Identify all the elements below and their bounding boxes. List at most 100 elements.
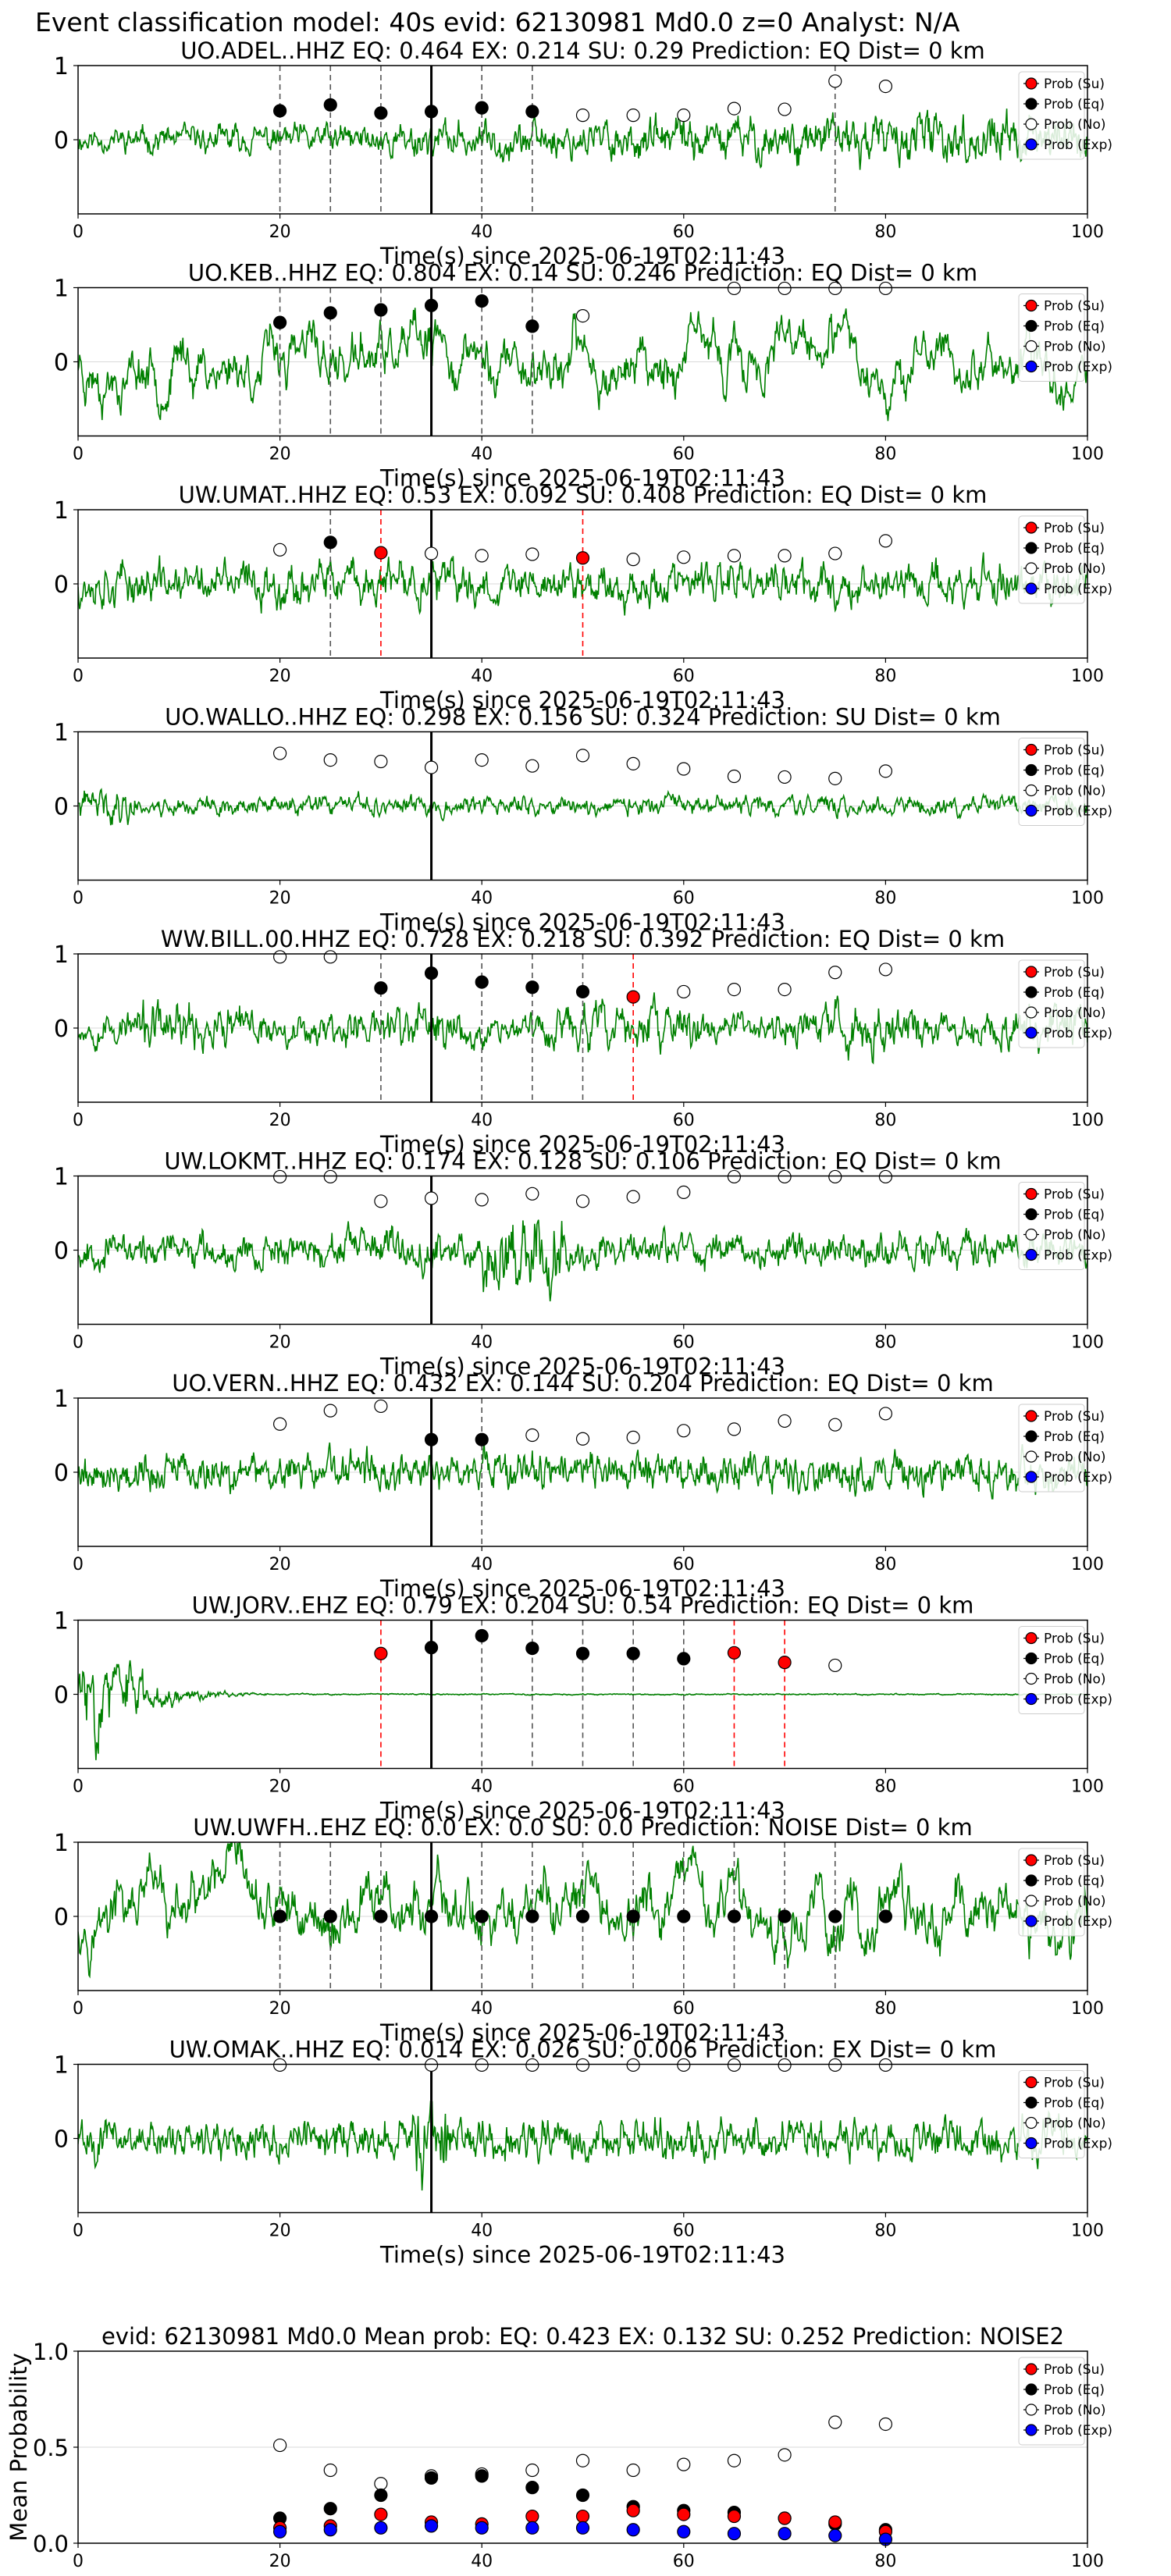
y-tick-label: 1	[54, 497, 69, 525]
prob-point-su	[727, 1646, 742, 1660]
prob-point-no	[727, 1422, 742, 1436]
x-tick-label: 0	[73, 2222, 84, 2241]
y-tick-label: 1	[54, 1164, 69, 1191]
x-tick-label: 100	[1071, 1999, 1104, 2019]
y-tick-label: 1	[54, 53, 69, 80]
y-axis-label: Mean Probability	[5, 2353, 32, 2542]
mean-prob-point-eq	[475, 2469, 489, 2483]
prob-point-eq	[323, 1909, 337, 1923]
prob-point-no	[475, 2058, 489, 2073]
panel-title: UO.VERN..HHZ EQ: 0.432 EX: 0.144 SU: 0.2…	[172, 1370, 993, 1397]
prob-point-no	[677, 1424, 691, 1438]
panel-title: UO.WALLO..HHZ EQ: 0.298 EX: 0.156 SU: 0.…	[165, 704, 1001, 731]
x-tick-label: 20	[269, 445, 291, 464]
prob-point-eq	[424, 298, 439, 312]
y-tick-label: 0.5	[33, 2435, 69, 2461]
prob-point-eq	[727, 1909, 742, 1923]
legend-label: Prob (Eq)	[1044, 97, 1105, 112]
legend-marker-eq	[1025, 1652, 1038, 1665]
legend-label: Prob (Su)	[1044, 521, 1105, 536]
x-tick-label: 40	[471, 2552, 493, 2571]
prob-point-no	[424, 2058, 439, 2073]
prob-point-no	[525, 1428, 539, 1443]
prob-point-no	[323, 753, 337, 767]
prob-point-eq	[374, 303, 388, 317]
prob-point-su	[374, 546, 388, 560]
mean-prob-point-su	[677, 2507, 691, 2521]
x-tick-label: 0	[73, 222, 84, 242]
y-tick-label: 0	[54, 571, 69, 599]
legend-marker-no	[1025, 1895, 1038, 1907]
mean-prob-point-no	[778, 2448, 792, 2462]
legend-marker-eq	[1025, 98, 1038, 110]
prob-point-no	[323, 1169, 337, 1184]
prob-point-eq	[677, 1909, 691, 1923]
x-axis-label: Time(s) since 2025-06-19T02:11:43	[379, 243, 785, 269]
prob-point-no	[878, 2058, 893, 2073]
legend-marker-su	[1025, 1631, 1038, 1645]
prob-point-no	[727, 2058, 742, 2073]
legend-label: Prob (No)	[1044, 561, 1106, 577]
prob-point-no	[525, 1187, 539, 1201]
prob-point-no	[828, 281, 842, 296]
x-tick-label: 60	[673, 1555, 695, 1574]
legend-marker-no	[1025, 1006, 1038, 1019]
legend-label: Prob (Su)	[1044, 2076, 1105, 2091]
y-tick-label: 0.0	[33, 2531, 69, 2557]
legend-marker-no	[1025, 340, 1038, 353]
x-tick-label: 20	[269, 1111, 291, 1130]
legend-marker-eq	[1025, 1208, 1038, 1221]
legend-marker-su	[1025, 743, 1038, 756]
x-tick-label: 80	[874, 1555, 896, 1574]
x-axis-label: Time(s) since 2025-06-19T02:11:43	[379, 2242, 785, 2268]
mean-prob-point-no	[677, 2457, 691, 2471]
legend-label: Prob (Exp)	[1044, 137, 1112, 153]
y-tick-label: 0	[54, 1904, 69, 1931]
mean-prob-point-exp	[677, 2524, 691, 2539]
x-tick-label: 40	[471, 1111, 493, 1130]
waveform-trace	[78, 109, 1087, 170]
prob-point-no	[828, 771, 842, 785]
panel-title: UO.ADEL..HHZ EQ: 0.464 EX: 0.214 SU: 0.2…	[180, 37, 985, 64]
prob-point-no	[626, 109, 640, 123]
legend-box	[1018, 959, 1085, 1048]
prob-point-no	[575, 749, 590, 763]
waveform-trace	[78, 308, 1087, 422]
prob-point-eq	[525, 1642, 539, 1656]
prob-point-no	[727, 101, 742, 116]
prob-point-eq	[575, 1909, 590, 1923]
prob-point-no	[828, 2058, 842, 2073]
prob-point-eq	[323, 306, 337, 320]
mean-prob-point-exp	[778, 2527, 792, 2541]
prob-point-eq	[475, 101, 489, 115]
prob-point-eq	[878, 1909, 893, 1923]
mean-prob-point-su	[374, 2507, 388, 2521]
mean-prob-point-eq	[323, 2502, 337, 2516]
x-tick-label: 40	[471, 445, 493, 464]
legend-label: Prob (Eq)	[1044, 985, 1105, 1001]
prob-point-no	[778, 549, 792, 563]
x-tick-label: 60	[673, 2552, 695, 2571]
mean-prob-point-exp	[575, 2521, 590, 2535]
prob-point-no	[677, 762, 691, 776]
legend-box	[1018, 2070, 1085, 2158]
x-tick-label: 60	[673, 1333, 695, 1353]
prob-point-no	[475, 549, 489, 563]
legend-label: Prob (No)	[1044, 2403, 1106, 2418]
legend-label: Prob (Su)	[1044, 1631, 1105, 1647]
x-tick-label: 0	[73, 1999, 84, 2019]
x-tick-label: 100	[1071, 2222, 1104, 2241]
mean-prob-point-su	[626, 2503, 640, 2517]
prob-point-no	[424, 1191, 439, 1205]
mean-prob-point-eq	[424, 2471, 439, 2485]
prob-point-no	[778, 2058, 792, 2073]
prob-point-eq	[424, 1909, 439, 1923]
y-tick-label: 1	[54, 276, 69, 303]
legend-box	[1018, 738, 1085, 826]
prob-point-eq	[525, 319, 539, 333]
prob-point-su	[575, 551, 590, 565]
prob-point-eq	[374, 106, 388, 120]
chart-panel: 0 20 40 60 80 100 0.0 0.5 1.0 evid: 62130981 Md0.…	[5, 2323, 1112, 2571]
prob-point-no	[626, 1190, 640, 1204]
prob-point-no	[878, 79, 893, 94]
